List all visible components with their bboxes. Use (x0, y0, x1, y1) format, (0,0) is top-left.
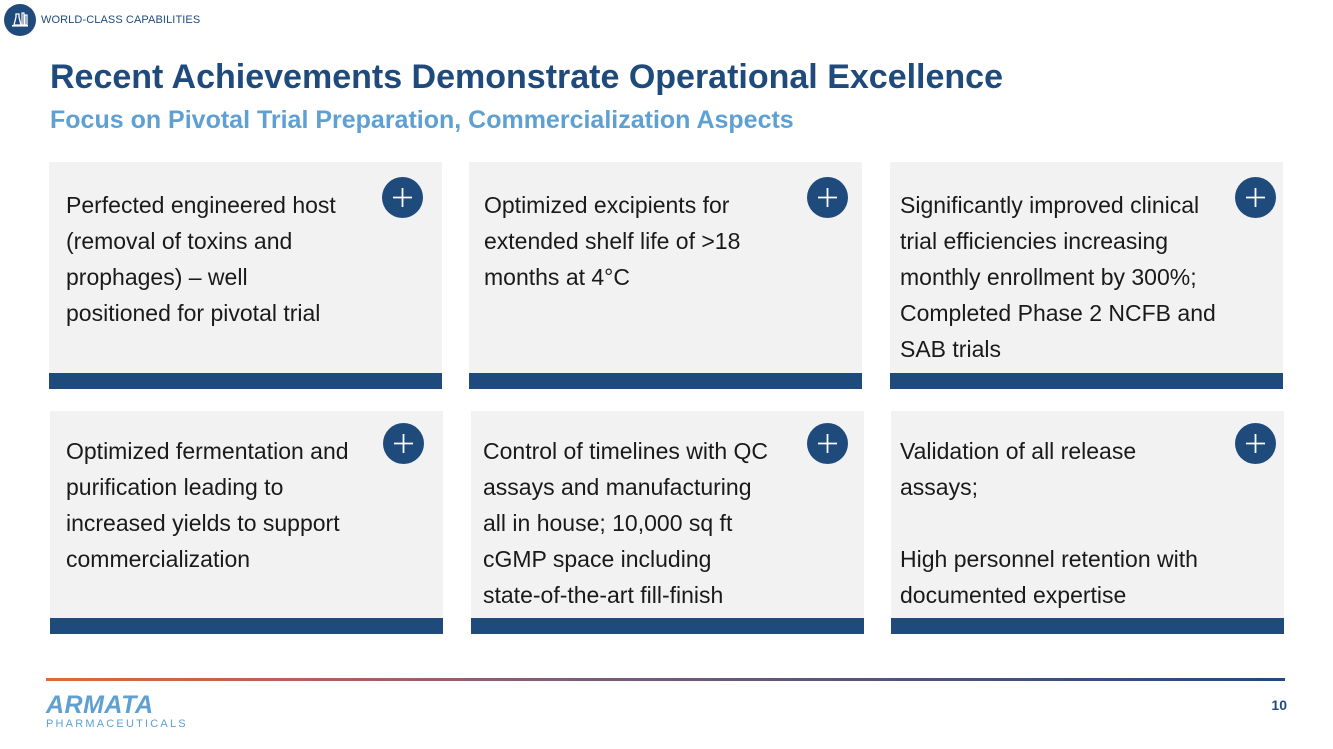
card-text: Perfected engineered host (removal of to… (66, 192, 336, 326)
plus-icon (1246, 188, 1265, 207)
achievement-card: Significantly improved clinical trial ef… (890, 162, 1283, 389)
expand-button[interactable] (1235, 177, 1276, 218)
card-text: Optimized fermentation and purification … (66, 438, 349, 572)
logo-tagline: PHARMACEUTICALS (46, 718, 188, 730)
plus-icon (818, 434, 837, 453)
card-bar (891, 618, 1284, 634)
plus-icon (818, 188, 837, 207)
expand-button[interactable] (807, 177, 848, 218)
section-tag: WORLD-CLASS CAPABILITIES (4, 4, 200, 36)
expand-button[interactable] (382, 177, 423, 218)
expand-button[interactable] (383, 423, 424, 464)
achievement-card: Optimized excipients for extended shelf … (469, 162, 862, 389)
page-number: 10 (1271, 697, 1287, 713)
section-label: WORLD-CLASS CAPABILITIES (41, 14, 201, 26)
plus-icon (1246, 434, 1265, 453)
page-subtitle: Focus on Pivotal Trial Preparation, Comm… (50, 106, 794, 134)
lab-flask-icon (4, 4, 36, 36)
card-bar (471, 618, 864, 634)
achievement-card: Control of timelines with QC assays and … (471, 411, 864, 634)
card-text: Optimized excipients for extended shelf … (484, 192, 741, 290)
card-bar (50, 618, 443, 634)
plus-icon (394, 434, 413, 453)
achievement-card: Validation of all release assays; High p… (891, 411, 1284, 634)
card-bar (469, 373, 862, 389)
page-title: Recent Achievements Demonstrate Operatio… (50, 58, 1003, 96)
expand-button[interactable] (1235, 423, 1276, 464)
footer-divider (46, 678, 1285, 681)
card-text: Control of timelines with QC assays and … (483, 438, 769, 608)
card-text: Validation of all release assays; High p… (900, 438, 1198, 608)
expand-button[interactable] (807, 423, 848, 464)
company-logo: ARMATA PHARMACEUTICALS (46, 692, 188, 730)
card-bar (49, 373, 442, 389)
logo-wordmark: ARMATA (46, 691, 154, 719)
achievement-card: Perfected engineered host (removal of to… (49, 162, 442, 389)
achievement-card: Optimized fermentation and purification … (50, 411, 443, 634)
plus-icon (393, 188, 412, 207)
card-text: Significantly improved clinical trial ef… (900, 192, 1216, 362)
card-bar (890, 373, 1283, 389)
